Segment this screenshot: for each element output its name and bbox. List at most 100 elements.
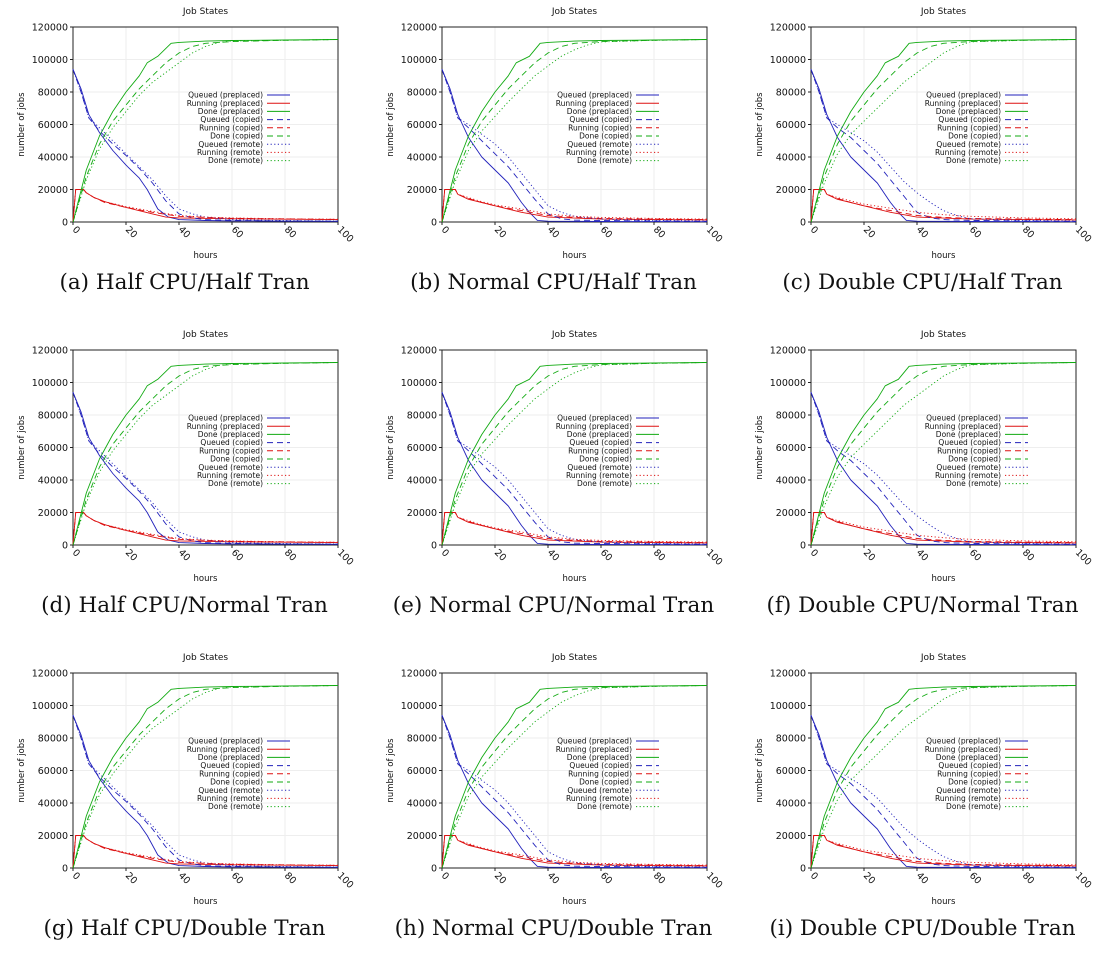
x-tick-label: 80 xyxy=(651,870,667,886)
chart-title: Job States xyxy=(551,653,598,663)
y-tick-label: 60000 xyxy=(407,766,437,777)
y-tick-label: 0 xyxy=(800,863,806,874)
x-tick-label: 0 xyxy=(70,224,82,236)
series-line-1 xyxy=(810,715,1077,869)
legend-label: Done (preplaced) xyxy=(567,107,632,116)
legend-label: Queued (copied) xyxy=(200,115,263,124)
y-tick-label: 60000 xyxy=(38,443,68,454)
legend-label: Running (remote) xyxy=(197,794,263,803)
x-tick-label: 60 xyxy=(967,547,983,563)
chart-title: Job States xyxy=(182,330,229,340)
legend-label: Done (remote) xyxy=(208,802,263,811)
y-tick-label: 20000 xyxy=(38,831,68,842)
chart-caption-f: (f) Double CPU/Normal Tran xyxy=(766,593,1079,618)
chart-panel-b: Job States 0 20000 40000 60000 80000 100000 120… xyxy=(369,0,738,320)
series-line-4 xyxy=(441,392,708,545)
series-line-2 xyxy=(72,189,339,223)
y-tick-label: 120000 xyxy=(32,345,68,356)
chart-caption-b: (b) Normal CPU/Half Tran xyxy=(410,270,697,295)
y-tick-label: 40000 xyxy=(38,152,68,163)
legend-label: Queued (remote) xyxy=(567,786,632,795)
series-line-8 xyxy=(441,512,708,546)
legend-label: Running (remote) xyxy=(566,148,632,157)
series-line-5 xyxy=(810,835,1077,869)
legend-label: Running (preplaced) xyxy=(187,745,263,754)
series-line-4 xyxy=(441,69,708,222)
chart-svg-d: Job States 0 20000 40000 60000 80000 100000 120… xyxy=(17,330,355,584)
x-tick-label: 80 xyxy=(1020,547,1036,563)
legend-label: Queued (copied) xyxy=(200,761,263,770)
x-tick-label: 40 xyxy=(914,547,930,563)
x-axis-label: hours xyxy=(932,574,956,584)
legend-label: Done (preplaced) xyxy=(198,430,263,439)
y-axis-label: number of jobs xyxy=(17,92,27,157)
series-line-6 xyxy=(72,685,339,869)
y-tick-label: 100000 xyxy=(401,378,437,389)
chart-title: Job States xyxy=(551,7,598,17)
chart-svg-h: Job States 0 20000 40000 60000 80000 100000 120… xyxy=(386,653,725,907)
legend-label: Running (remote) xyxy=(566,794,632,803)
y-tick-label: 80000 xyxy=(38,87,68,98)
legend-label: Done (remote) xyxy=(946,156,1001,165)
x-tick-label: 20 xyxy=(492,224,508,240)
legend-label: Running (remote) xyxy=(197,148,263,157)
y-tick-label: 40000 xyxy=(38,798,68,809)
legend-label: Done (remote) xyxy=(577,802,632,811)
x-tick-label: 40 xyxy=(545,870,561,886)
legend-label: Done (copied) xyxy=(210,132,263,141)
legend-label: Running (copied) xyxy=(937,123,1001,132)
series-line-6 xyxy=(441,685,708,869)
series-line-4 xyxy=(72,392,339,545)
chart-caption-g: (g) Half CPU/Double Tran xyxy=(43,916,326,941)
x-tick-label: 100 xyxy=(1073,870,1094,891)
y-tick-label: 100000 xyxy=(770,701,806,712)
series-line-2 xyxy=(810,835,1077,869)
y-tick-label: 40000 xyxy=(776,798,806,809)
legend-label: Running (preplaced) xyxy=(187,99,263,108)
x-tick-label: 60 xyxy=(967,224,983,240)
y-tick-label: 0 xyxy=(62,217,68,228)
series-line-5 xyxy=(72,512,339,546)
chart-caption-d: (d) Half CPU/Normal Tran xyxy=(41,593,328,618)
x-tick-label: 40 xyxy=(545,547,561,563)
legend-label: Running (copied) xyxy=(568,769,632,778)
legend-label: Queued (copied) xyxy=(200,438,263,447)
series-line-3 xyxy=(441,39,708,223)
chart-panel-a: Job States 0 20000 40000 60000 80000 100000 120… xyxy=(0,0,369,320)
x-tick-label: 100 xyxy=(704,224,725,245)
series-line-2 xyxy=(441,512,708,546)
series-line-3 xyxy=(810,685,1077,869)
x-tick-label: 60 xyxy=(598,224,614,240)
y-tick-label: 80000 xyxy=(38,733,68,744)
y-tick-label: 40000 xyxy=(407,798,437,809)
chart-panel-d: Job States 0 20000 40000 60000 80000 100000 120… xyxy=(0,323,369,643)
x-tick-label: 100 xyxy=(335,870,356,891)
y-tick-label: 0 xyxy=(431,540,437,551)
legend-label: Queued (preplaced) xyxy=(557,414,632,423)
y-tick-label: 80000 xyxy=(776,87,806,98)
y-tick-label: 20000 xyxy=(407,508,437,519)
x-tick-label: 100 xyxy=(704,870,725,891)
y-axis-label: number of jobs xyxy=(17,415,27,480)
series-line-5 xyxy=(72,189,339,223)
legend-label: Done (copied) xyxy=(210,455,263,464)
legend-label: Running (preplaced) xyxy=(925,99,1001,108)
legend-label: Done (preplaced) xyxy=(567,753,632,762)
chart-panel-g: Job States 0 20000 40000 60000 80000 100000 120… xyxy=(0,646,369,966)
y-tick-label: 100000 xyxy=(770,55,806,66)
legend-label: Queued (remote) xyxy=(936,463,1001,472)
chart-title: Job States xyxy=(551,330,598,340)
legend-label: Running (preplaced) xyxy=(187,422,263,431)
x-tick-label: 60 xyxy=(598,547,614,563)
x-tick-label: 100 xyxy=(1073,224,1094,245)
x-tick-label: 0 xyxy=(439,547,451,559)
series-line-8 xyxy=(810,512,1077,546)
chart-panel-h: Job States 0 20000 40000 60000 80000 100000 120… xyxy=(369,646,738,966)
y-tick-label: 0 xyxy=(431,863,437,874)
y-tick-label: 0 xyxy=(800,540,806,551)
series-line-8 xyxy=(72,512,339,546)
y-axis-label: number of jobs xyxy=(386,92,396,157)
series-line-8 xyxy=(72,835,339,869)
y-tick-label: 20000 xyxy=(407,831,437,842)
series-line-2 xyxy=(441,835,708,869)
